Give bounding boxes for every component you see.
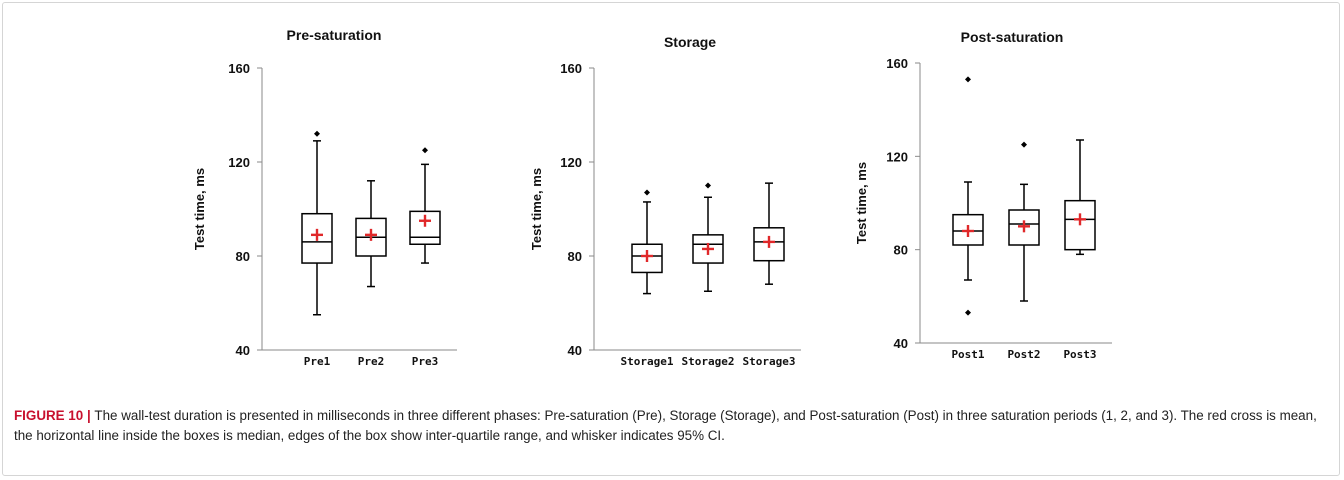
y-tick-label: 80 [894,243,908,258]
outlier-point [644,189,650,196]
outlier-point [314,130,320,137]
panel-title: Storage [664,34,716,50]
iqr-box [631,243,663,274]
y-axis-label: Test time, ms [529,168,544,250]
chart-panel-3: Post-saturation 40 80 120 160 Test time, ms Po… [854,29,1112,361]
box-post1 [952,76,984,316]
y-tick-label: 40 [568,343,582,358]
caption-text: The wall-test duration is presented in m… [14,408,1317,443]
y-tick-label: 40 [894,336,908,351]
x-category-label: Post3 [1063,348,1096,361]
x-category-label: Post1 [951,348,984,361]
box-storage2 [692,182,724,292]
x-category-label: Storage2 [682,355,735,368]
box-pre3 [409,147,441,264]
panel-title: Pre-saturation [287,27,382,43]
x-category-label: Pre2 [358,355,385,368]
chart-panel-1: Pre-saturation 40 80 120 160 Test time, ms Pre… [192,27,457,368]
outlier-point [422,147,428,154]
box-pre1 [301,130,333,316]
panel-title: Post-saturation [961,29,1064,45]
caption-separator: | [86,408,91,423]
chart-panel-2: Storage 40 80 120 160 Test time, ms Storage1 St… [529,34,801,368]
y-axis-label: Test time, ms [192,168,207,250]
figure-caption: FIGURE 10 | The wall-test duration is pr… [14,406,1330,446]
box-pre2 [355,180,387,288]
outlier-point [1021,141,1027,148]
outlier-point [965,309,971,316]
y-tick-label: 120 [228,155,250,170]
box-post2 [1008,141,1040,302]
caption-label: FIGURE 10 | [14,408,94,423]
figure-panels: Pre-saturation 40 80 120 160 Test time, ms Pre… [192,27,1112,368]
y-tick-label: 80 [568,249,582,264]
box-post3 [1064,139,1096,256]
y-tick-label: 80 [236,249,250,264]
y-axis-label: Test time, ms [854,162,869,244]
y-tick-label: 160 [228,61,250,76]
y-tick-label: 40 [236,343,250,358]
y-tick-label: 160 [560,61,582,76]
x-category-label: Pre3 [412,355,439,368]
y-tick-label: 160 [886,56,908,71]
x-category-label: Storage1 [621,355,674,368]
x-category-label: Post2 [1007,348,1040,361]
x-category-label: Pre1 [304,355,331,368]
outlier-point [965,76,971,83]
box-storage1 [631,189,663,295]
caption-figure-number: FIGURE 10 [14,408,84,423]
y-tick-label: 120 [560,155,582,170]
outlier-point [705,182,711,189]
box-storage3 [753,182,785,285]
y-tick-label: 120 [886,149,908,164]
x-category-label: Storage3 [743,355,796,368]
